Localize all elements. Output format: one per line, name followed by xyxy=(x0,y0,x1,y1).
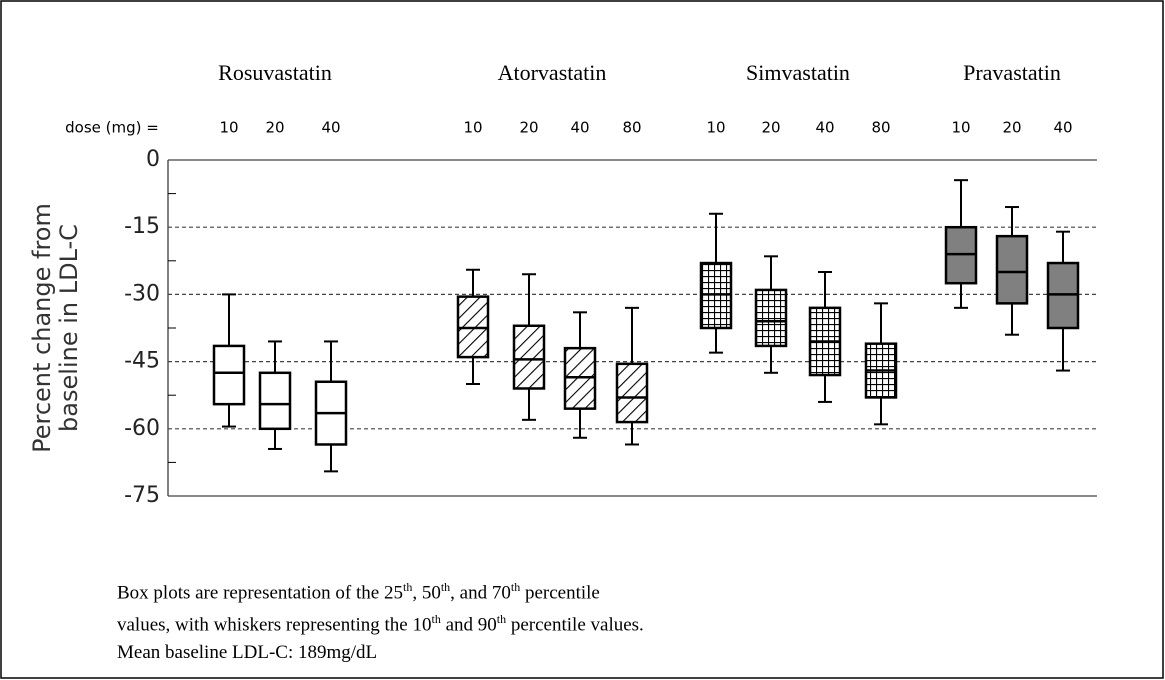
footnote-text: , and 70 xyxy=(450,582,511,604)
footnote-text: percentile values. xyxy=(506,614,644,636)
footnote-line: Box plots are representation of the 25th… xyxy=(117,574,644,606)
superscript: th xyxy=(496,612,507,627)
footnote-text: percentile xyxy=(520,582,600,604)
box xyxy=(212,344,246,406)
dose-tick-label: 40 xyxy=(321,119,340,137)
group-label: Rosuvastatin xyxy=(218,60,332,85)
box xyxy=(615,362,649,424)
dose-tick-label: 40 xyxy=(1053,119,1072,137)
superscript: th xyxy=(431,612,441,627)
y-tick-label: -30 xyxy=(124,281,160,306)
dose-tick-label: 20 xyxy=(265,119,284,137)
dose-tick-label: 40 xyxy=(815,119,834,137)
y-tick-label: -45 xyxy=(124,349,160,374)
y-tick-label: 0 xyxy=(146,147,160,172)
group-label: Atorvastatin xyxy=(498,60,607,85)
superscript: th xyxy=(440,580,451,594)
dose-tick-label: 10 xyxy=(463,119,482,137)
dose-tick-label: 20 xyxy=(761,119,780,137)
dose-label: dose (mg) = xyxy=(65,119,159,137)
y-tick-label: -15 xyxy=(124,214,160,239)
footnote-text: Box plots are representation of the 25 xyxy=(117,582,403,604)
superscript: th xyxy=(402,580,413,594)
box xyxy=(258,371,292,431)
dose-tick-label: 20 xyxy=(1002,119,1021,137)
dose-tick-label: 20 xyxy=(519,119,538,137)
y-tick-label: -60 xyxy=(124,416,160,441)
superscript: th xyxy=(510,580,521,594)
dose-tick-label: 80 xyxy=(622,119,641,137)
y-tick-label: -75 xyxy=(124,483,160,508)
group-label: Pravastatin xyxy=(963,60,1061,85)
group-label: Simvastatin xyxy=(746,60,850,85)
dose-tick-label: 80 xyxy=(871,119,890,137)
footnote-text: Mean baseline LDL-C: 189mg/dL xyxy=(117,641,378,663)
y-axis-label: Percent change from xyxy=(28,203,56,453)
footnote-line: Mean baseline LDL-C: 189mg/dL xyxy=(117,639,644,666)
y-axis-label: baseline in LDL-C xyxy=(55,224,83,432)
box xyxy=(995,234,1029,305)
footnote: Box plots are representation of the 25th… xyxy=(117,574,644,666)
footnote-text: , 50 xyxy=(412,582,441,604)
footnote-text: values, with whiskers representing the 1… xyxy=(117,614,432,636)
dose-tick-label: 10 xyxy=(219,119,238,137)
dose-tick-label: 40 xyxy=(570,119,589,137)
box xyxy=(754,288,788,348)
box xyxy=(512,324,546,390)
footnote-text: and 90 xyxy=(440,614,497,636)
footnote-line: values, with whiskers representing the 1… xyxy=(117,606,644,638)
dose-tick-label: 10 xyxy=(706,119,725,137)
dose-tick-label: 10 xyxy=(951,119,970,137)
